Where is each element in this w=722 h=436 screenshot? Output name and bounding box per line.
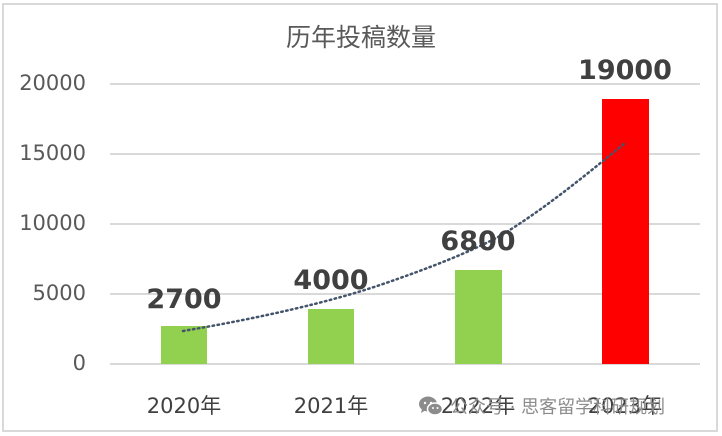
gridline-10000 [110, 223, 700, 225]
chart-frame [2, 3, 718, 432]
data-label-2022: 6800 [440, 226, 516, 257]
y-tick-10000: 10000 [19, 211, 86, 235]
watermark-text: 公众号 · 思客留学科研规划 [450, 397, 666, 418]
x-label-2023: 2023年 [587, 394, 663, 418]
watermark: 公众号 · 思客留学科研规划 [418, 393, 665, 419]
bar-2022 [455, 270, 502, 364]
bar-2023 [602, 99, 649, 364]
y-tick-20000: 20000 [19, 71, 86, 95]
data-label-2023: 19000 [578, 55, 672, 86]
x-label-2021: 2021年 [293, 394, 369, 418]
y-tick-0: 0 [72, 351, 86, 375]
gridline-15000 [110, 153, 700, 155]
chart-title: 历年投稿数量 [285, 23, 436, 52]
bar-2020 [161, 326, 207, 364]
data-label-2021: 4000 [293, 265, 369, 296]
wechat-icon [418, 395, 444, 417]
y-tick-5000: 5000 [32, 281, 86, 305]
data-label-2020: 2700 [146, 284, 222, 315]
x-label-2022: 2022年 [440, 394, 516, 418]
bar-2021 [308, 309, 354, 364]
gridline-5000 [110, 293, 700, 295]
gridline-0 [110, 363, 700, 365]
x-label-2020: 2020年 [146, 394, 222, 418]
y-tick-15000: 15000 [19, 141, 86, 165]
gridline-20000 [110, 83, 700, 85]
